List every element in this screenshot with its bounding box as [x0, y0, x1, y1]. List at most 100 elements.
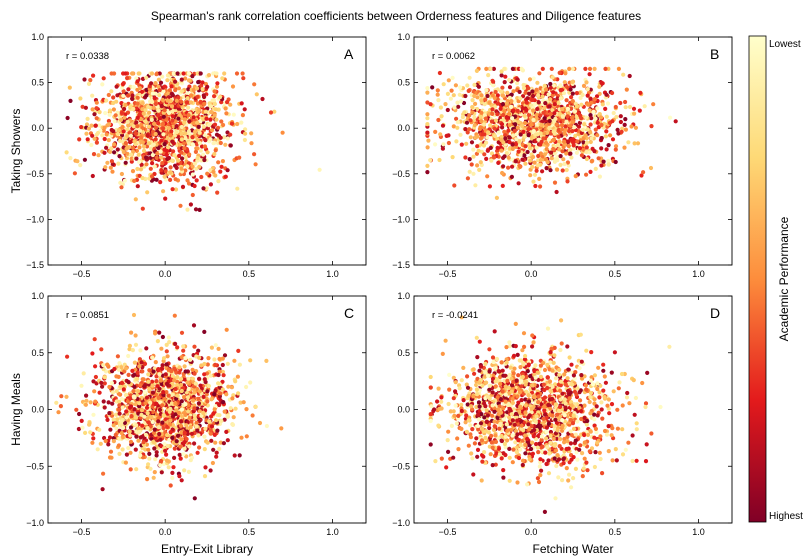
data-point — [540, 94, 545, 99]
data-point — [149, 71, 155, 76]
data-point — [552, 102, 557, 107]
data-point — [146, 124, 152, 129]
data-point — [113, 113, 118, 118]
data-point — [162, 84, 167, 89]
data-point — [173, 177, 178, 182]
data-point — [197, 207, 202, 212]
data-point — [551, 138, 556, 143]
data-point — [132, 395, 137, 400]
data-point — [458, 132, 463, 137]
data-point — [527, 146, 533, 151]
data-point — [470, 456, 475, 461]
data-point — [544, 166, 549, 171]
data-point — [147, 387, 152, 392]
data-point — [436, 117, 441, 123]
data-point — [137, 357, 142, 362]
data-point — [223, 174, 228, 179]
data-point — [610, 119, 615, 124]
data-point — [588, 122, 593, 127]
data-point — [186, 409, 191, 414]
data-point — [597, 390, 602, 395]
data-point — [128, 404, 134, 409]
data-point — [205, 171, 210, 176]
data-point — [615, 127, 620, 132]
data-point — [178, 423, 183, 428]
data-point — [252, 82, 257, 87]
data-point — [193, 129, 198, 134]
data-point — [477, 126, 482, 132]
data-point — [425, 130, 430, 135]
data-point — [133, 402, 138, 407]
data-point — [217, 413, 222, 418]
data-point — [154, 155, 159, 160]
data-point — [250, 413, 255, 418]
data-point — [140, 423, 145, 428]
data-point — [158, 80, 164, 85]
data-point — [545, 160, 550, 165]
data-point — [195, 71, 200, 76]
data-point — [121, 149, 126, 155]
correlation-label: r = 0.0851 — [66, 310, 109, 321]
data-point — [178, 456, 183, 461]
data-point — [592, 66, 597, 71]
data-point — [144, 405, 150, 410]
data-point — [123, 160, 128, 165]
data-point — [478, 136, 484, 141]
data-point — [163, 372, 168, 377]
data-point — [589, 136, 594, 141]
data-point — [133, 342, 139, 347]
data-point — [234, 71, 240, 76]
data-point — [156, 121, 161, 126]
data-point — [120, 435, 125, 440]
data-point — [498, 374, 503, 380]
data-point — [149, 436, 154, 441]
data-point — [124, 415, 129, 420]
data-point — [152, 446, 157, 451]
data-point — [153, 101, 158, 107]
data-point — [123, 366, 129, 371]
data-point — [103, 165, 108, 170]
data-point — [120, 133, 125, 138]
data-point — [182, 468, 187, 473]
data-point — [94, 140, 99, 145]
data-point — [170, 392, 175, 397]
data-point — [536, 137, 541, 142]
data-point — [425, 86, 430, 91]
data-point — [207, 419, 212, 424]
data-point — [165, 443, 170, 449]
data-point — [471, 154, 476, 159]
data-point — [601, 159, 606, 164]
data-point — [151, 475, 156, 480]
data-point — [472, 115, 477, 120]
data-point — [441, 82, 446, 87]
data-point — [154, 401, 159, 406]
data-point — [638, 90, 643, 95]
data-point — [175, 374, 180, 380]
data-point — [500, 102, 506, 107]
data-point — [125, 151, 130, 156]
data-point — [542, 116, 547, 121]
data-point — [135, 79, 140, 84]
data-point — [543, 101, 548, 106]
data-point — [475, 134, 480, 139]
data-point — [529, 122, 534, 127]
data-point — [248, 380, 253, 385]
data-point — [74, 407, 79, 412]
data-point — [188, 202, 193, 207]
data-point — [175, 345, 180, 350]
data-point — [162, 397, 167, 402]
data-point — [591, 109, 596, 114]
data-point — [166, 155, 172, 161]
data-point — [523, 144, 528, 149]
data-point — [126, 445, 131, 451]
data-point — [169, 84, 174, 89]
data-point — [181, 348, 186, 353]
data-point — [189, 93, 194, 98]
data-point — [154, 379, 159, 384]
data-point — [471, 171, 476, 176]
data-point — [205, 389, 210, 394]
data-point — [514, 132, 519, 137]
data-point — [208, 137, 213, 142]
data-point — [197, 130, 202, 135]
data-point — [243, 127, 248, 132]
